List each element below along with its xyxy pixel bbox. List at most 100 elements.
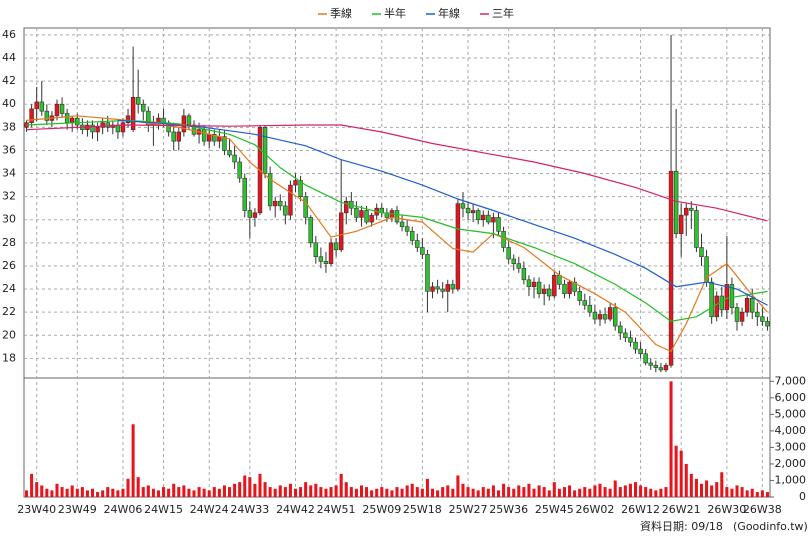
x-tick-label: 26W38 [743,503,782,516]
legend-label: 半年 [384,6,406,20]
volume-bar [725,487,729,497]
volume-bar [248,477,252,497]
candle-body [750,297,755,313]
candle-body [125,115,131,124]
volume-bar [623,485,627,497]
candle-body [724,284,730,311]
x-tick-label: 25W36 [489,503,528,516]
volume-bar [517,485,521,497]
volume-bar [552,482,556,497]
candle-body [699,247,704,258]
volume-bar [278,485,282,497]
volume-bar [720,472,724,497]
volume-bar [715,482,719,497]
candle-body [186,115,192,126]
candle-body [105,122,110,128]
volume-bar [760,490,764,497]
volume-bar [527,483,531,497]
candle-body [521,267,527,281]
candle-body [272,200,278,207]
y-tick-label: 22 [2,305,16,318]
candle-body [318,256,324,262]
candle-body [511,258,516,264]
volume-bar [293,488,298,497]
volume-bar [588,488,592,497]
candle-body [577,291,582,301]
volume-bar [496,490,501,497]
candle-body [450,284,456,290]
x-tick-label: 24W33 [230,503,269,516]
volume-bar [684,463,688,497]
y-tick-label: 30 [2,213,16,226]
candle-body [744,297,750,313]
volume-bar [603,487,607,497]
x-tick-label: 25W18 [403,503,442,516]
candle-body [709,281,714,318]
volume-bar [400,488,404,497]
y-tick-label: 18 [2,351,16,364]
volume-bar [557,488,561,497]
ma-line [26,115,768,353]
candle-body [465,207,471,214]
volume-bar [156,490,161,497]
volume-bar [502,483,506,497]
volume-bar [710,485,714,497]
volume-bar [446,485,450,497]
candle-body [597,314,603,320]
volume-bar [578,488,582,497]
candle-body [323,261,329,264]
volume-bar [146,485,150,497]
y-tick-label: 34 [2,167,16,180]
x-tick-label: 25W09 [362,503,401,516]
candle-body [496,217,501,232]
volume-bar [222,485,226,497]
volume-bar [568,485,572,497]
candle-body [638,348,643,355]
x-tick-label: 26W30 [707,503,746,516]
candle-body [430,286,435,292]
volume-bar [410,483,414,497]
volume-bar [334,485,338,497]
volume-bar [45,488,49,497]
x-tick-label: 24W06 [104,503,143,516]
volume-bar [283,487,287,497]
volume-bar [131,424,135,497]
volume-bar [633,482,638,497]
ma-line [26,119,768,323]
volume-bar [151,488,155,497]
candle-body [39,101,44,112]
volume-bar [85,490,89,497]
y-tick-label: 42 [2,74,16,87]
volume-bar [344,482,348,497]
volume-bar [111,488,115,497]
candle-body [689,207,694,211]
candle-body [592,311,598,320]
volume-bar [740,487,744,497]
y2-tick-label: 2,000 [775,457,807,470]
candle-body [176,131,182,142]
candle-body [516,263,522,269]
candle-body [760,316,765,322]
candle-body [359,210,364,218]
volume-bar [106,487,110,497]
candle-body [237,161,242,179]
candle-body [130,97,136,130]
candle-body [552,274,557,297]
volume-bar [425,478,429,497]
candle-body [135,97,141,105]
volume-bar [735,485,739,497]
volume-bar [730,488,734,497]
candle-body [29,108,34,124]
candle-body [481,214,486,221]
volume-bar [537,485,541,497]
y-tick-label: 40 [2,97,16,110]
volume-bar [80,487,84,497]
candle-body [612,307,618,327]
volume-bar [466,487,470,497]
candle-body [714,295,719,318]
source: (Goodinfo.tw) [733,520,808,533]
volume-bar [70,485,74,497]
volume-bar [238,482,242,497]
candle-body [252,212,258,218]
volume-bar [689,473,693,497]
